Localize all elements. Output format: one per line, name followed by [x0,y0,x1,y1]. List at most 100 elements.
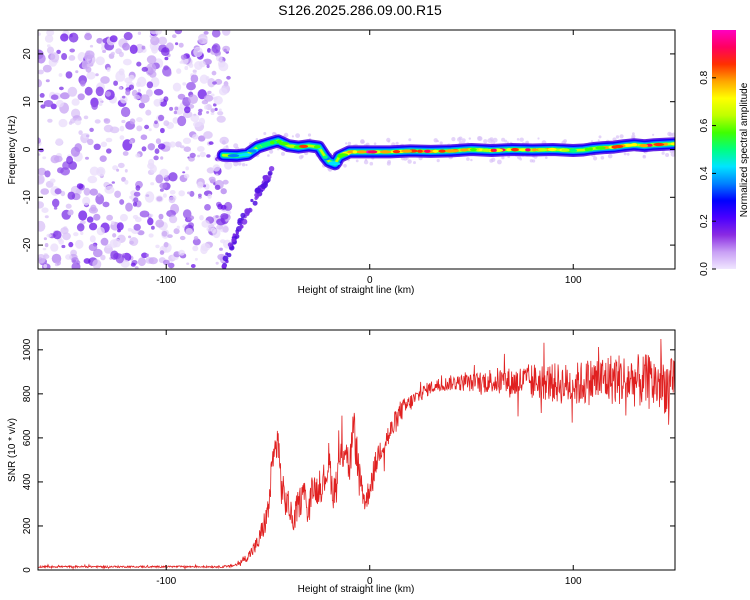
spectrogram-track-cell [547,147,557,152]
spectrogram-noise-cell [158,213,164,220]
spectrogram-noise-cell [61,244,66,249]
spectrogram-noise-cell [140,134,148,140]
spectrogram-halo-cell [237,161,242,166]
spectrogram-noise-cell [38,148,44,153]
spectrogram-track-cell [460,148,469,152]
spectrogram-noise-cell [188,94,199,104]
spectrogram-noise-cell [84,86,93,96]
spectrogram-halo-cell [439,141,443,145]
spectrogram-noise-cell [133,223,141,231]
colorbar-ticks: 0.0 0.2 0.4 0.6 0.8 [699,70,716,276]
spectrogram-secondary-cell [260,189,264,193]
spectrogram-noise-cell [207,193,212,199]
spectrogram-noise-cell [197,111,202,116]
spectrogram-halo-cell [408,138,412,142]
spectrogram-noise-cell [82,133,90,139]
spectrogram-noise-cell [87,175,98,184]
spectrogram-noise-cell [182,82,187,86]
spectrogram-noise-cell [137,31,142,35]
spectrogram-noise-cell [218,61,229,72]
figure-title: S126.2025.286.09.00.R15 [278,2,442,18]
spectrogram-noise-cell [129,237,139,246]
snr-x-tick-label: 100 [565,576,582,587]
spectrogram-noise-cell [80,231,84,236]
spectrogram-track-cell [588,147,593,151]
colorbar-tick-label: 0.8 [699,70,710,84]
spectrogram-noise-cell [160,156,164,160]
spectrogram-noise-cell [154,120,158,125]
snr-y-tick-label: 600 [22,429,33,446]
spectrogram-noise-cell [73,232,79,237]
spectrogram-halo-cell [532,159,536,163]
spectrogram-noise-cell [76,223,85,232]
spectrogram-noise-cell [179,235,186,241]
spectrogram-noise-cell [186,215,195,221]
spectrogram-track-cell [537,148,548,152]
spectrogram-noise-cell [214,107,218,111]
spectrogram-noise-cell [109,35,118,43]
snr-x-label: Height of straight line (km) [298,584,415,595]
spectrogram-noise-cell [82,196,91,206]
spectrogram-halo-cell [607,153,613,159]
spectrogram-track-cell [663,142,668,146]
spectrogram-halo-cell [497,159,502,165]
spectrogram-noise-cell [141,252,148,259]
spectrogram-noise-cell [67,210,73,216]
spectrogram-noise-cell [129,195,133,199]
spectrogram-noise-cell [199,151,206,158]
spectrogram-noise-cell [219,247,223,251]
spectrogram-noise-cell [222,226,229,233]
spectrogram-noise-cell [148,233,154,238]
spectrogram-halo-cell [373,142,377,145]
spectrogram-noise-cell [212,43,221,54]
spectrogram-noise-cell [54,188,62,195]
snr-y-tick-label: 200 [22,517,33,534]
spectrogram-halo-cell [483,139,488,144]
spectrogram-noise-cell [74,119,82,126]
spectrogram-noise-cell [200,243,211,252]
spectrogram-noise-cell [198,135,206,142]
spectrogram-noise-cell [158,114,165,121]
spectrogram-noise-cell [215,173,219,176]
spectrogram-noise-cell [148,158,155,167]
spectrogram-noise-cell [75,70,79,74]
spectrogram-noise-cell [93,248,103,258]
spectrogram-noise-cell [167,234,173,239]
spectrogram-noise-cell [110,250,119,260]
spectrogram-secondary-cell [221,264,227,269]
spectrogram-noise-cell [180,54,187,60]
spectrogram-noise-cell [69,48,75,53]
spectrogram-noise-cell [53,206,58,210]
spectrogram-noise-cell [71,98,80,106]
spectrogram-noise-cell [196,146,205,152]
spectrogram-noise-cell [95,56,105,66]
spectrogram-noise-cell [178,249,185,256]
spectrogram-noise-cell [123,58,132,66]
spectrogram-noise-cell [85,66,92,73]
spectrogram-noise-cell [100,141,108,148]
spectrogram-noise-cell [98,102,103,106]
spectrogram-noise-cell [68,32,79,43]
spectrogram-noise-cell [77,93,85,101]
spectrogram-noise-cell [133,197,139,203]
colorbar-tick-label: 0.2 [699,214,710,228]
spectrogram-track-cell [401,149,413,153]
spectrogram-noise-cell [123,31,133,41]
spectrogram-noise-cell [189,152,196,158]
spectrogram-track-cell [492,148,497,152]
spectrogram-noise-cell [213,103,217,107]
spectrogram-noise-cell [226,75,231,80]
spectrogram-noise-cell [218,108,222,112]
spectrogram-noise-cell [194,257,198,261]
spectrogram-noise-cell [148,128,152,132]
spectrogram-noise-cell [204,204,211,211]
spectrogram-noise-cell [207,78,216,88]
snr-x-ticks: -100 0 100 [156,330,582,587]
spectrogram-noise-cell [217,111,224,116]
spectrogram-noise-cell [172,34,177,39]
spectrogram-noise-cell [91,102,98,110]
spectrogram-y-tick-label: -20 [22,237,33,252]
colorbar-label: Normalized spectral amplitude [739,82,750,217]
spectrogram-noise-cell [62,232,71,241]
